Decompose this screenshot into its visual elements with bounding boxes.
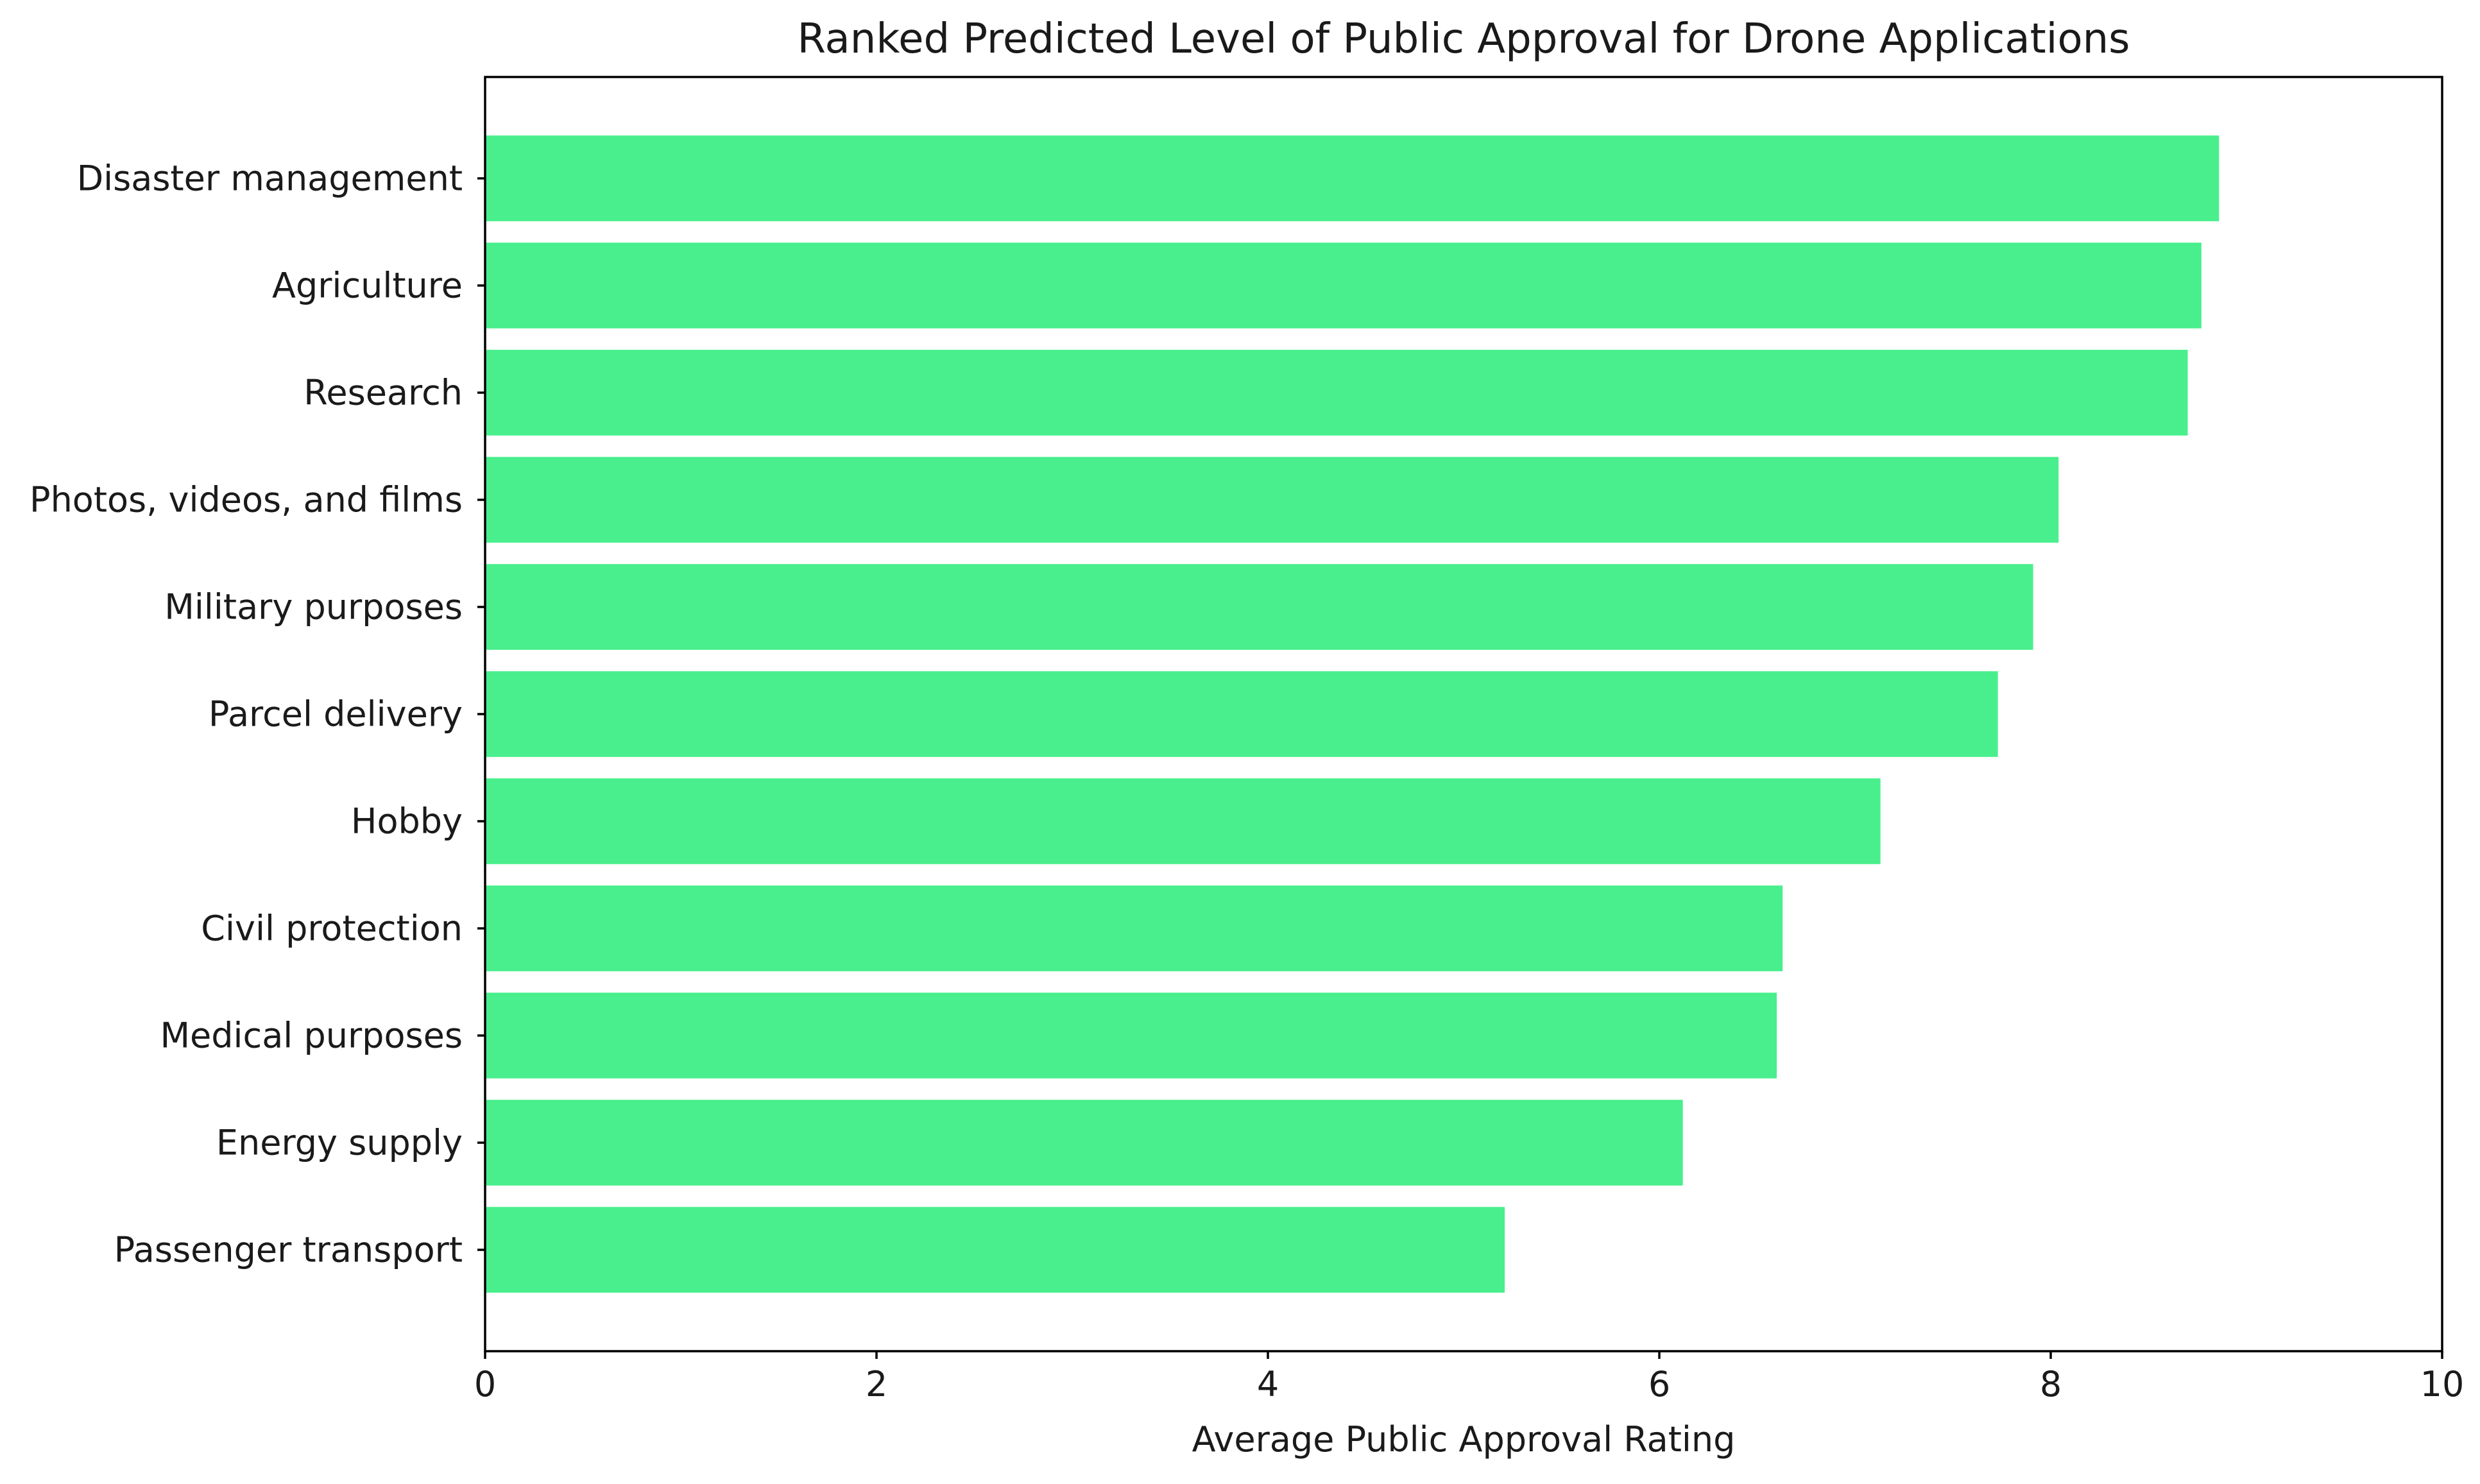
y-tick-label-hobby: Hobby <box>351 801 463 842</box>
bar-disaster-management <box>485 135 2219 221</box>
y-tick-label-military-purposes: Military purposes <box>164 587 463 627</box>
x-axis-label: Average Public Approval Rating <box>1192 1419 1736 1460</box>
bar-medical-purposes <box>485 993 1777 1079</box>
y-tick-label-energy-supply: Energy supply <box>216 1123 463 1163</box>
y-tick-label-research: Research <box>304 373 463 413</box>
bar-agriculture <box>485 243 2202 328</box>
bars-group <box>485 135 2219 1293</box>
bar-energy-supply <box>485 1100 1683 1186</box>
x-axis: 0 2 4 6 8 10 <box>474 1351 2465 1404</box>
y-tick-label-photos-videos-and-films: Photos, videos, and films <box>30 480 463 520</box>
bar-research <box>485 350 2188 436</box>
y-tick-label-parcel-delivery: Parcel delivery <box>209 694 463 735</box>
bar-military-purposes <box>485 564 2033 650</box>
x-tick-label-0: 0 <box>474 1364 496 1404</box>
bar-civil-protection <box>485 885 1783 971</box>
y-tick-label-medical-purposes: Medical purposes <box>160 1016 463 1056</box>
x-tick-label-4: 4 <box>1257 1364 1279 1404</box>
chart-title: Ranked Predicted Level of Public Approva… <box>797 15 2130 63</box>
bar-passenger-transport <box>485 1207 1505 1293</box>
x-tick-label-10: 10 <box>2420 1364 2465 1404</box>
bar-photos-videos-and-films <box>485 457 2059 543</box>
y-axis: Disaster management Agriculture Research Ph… <box>30 158 485 1270</box>
x-tick-label-2: 2 <box>866 1364 887 1404</box>
y-tick-label-civil-protection: Civil protection <box>201 908 463 949</box>
x-tick-label-6: 6 <box>1648 1364 1670 1404</box>
y-tick-label-passenger-transport: Passenger transport <box>114 1230 463 1270</box>
bar-parcel-delivery <box>485 671 1998 757</box>
plot-frame <box>484 76 2443 1352</box>
y-tick-label-disaster-management: Disaster management <box>77 158 463 199</box>
x-tick-label-8: 8 <box>2040 1364 2062 1404</box>
y-tick-label-agriculture: Agriculture <box>272 266 463 306</box>
bar-hobby <box>485 778 1881 864</box>
